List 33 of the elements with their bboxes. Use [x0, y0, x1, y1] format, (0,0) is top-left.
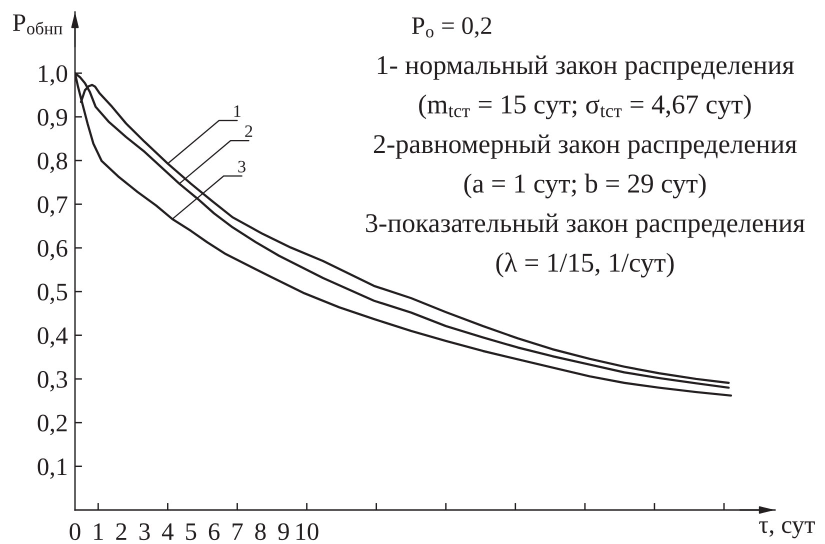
annotation: 1- нормальный закон распределения	[378, 55, 794, 80]
x-tick-label: 3	[139, 523, 150, 540]
x-tick-label: 6	[208, 523, 220, 540]
y-tick-label: 0,6	[38, 240, 68, 260]
annotation: 3-показательный закон распределения	[366, 213, 805, 238]
annotation: 2	[245, 125, 252, 137]
x-tick-label: 1	[94, 523, 103, 540]
x-axis-title: τ, сут	[759, 521, 815, 538]
x-tick-label: 0	[70, 523, 80, 540]
annotation: 2-равномерный закон распределения	[374, 134, 797, 159]
annotation: 3	[238, 160, 246, 172]
y-tick-label: 0,9	[38, 108, 68, 130]
annotation: (a = 1 сут; b = 29 сут)	[464, 174, 706, 198]
y-tick-label: 0,8	[38, 152, 68, 174]
annotation: 1	[234, 105, 240, 117]
y-tick-label: 0,5	[38, 284, 68, 304]
y-tick-label: 0,7	[38, 196, 68, 217]
y-tick-label: 0,2	[38, 414, 67, 436]
annotation: P$_{о}$ = 0,2	[412, 17, 492, 38]
y-tick-label: 0,4	[38, 327, 68, 348]
y-tick-label: 0,1	[38, 458, 67, 479]
y-tick-label: 0,3	[38, 370, 68, 392]
x-tick-label: 4	[162, 523, 174, 540]
x-tick-label: 9	[278, 523, 289, 540]
y-tick-label: 1,0	[39, 65, 68, 86]
x-tick-label: 2	[116, 523, 126, 540]
y-axis-title: P$_{обнп}$	[12, 14, 62, 34]
x-tick-label: 7	[232, 523, 243, 540]
x-tick-label: 8	[255, 523, 266, 540]
x-tick-label: 10	[296, 523, 318, 540]
annotation: (m$_{tст}$ = 15 сут; σ$_{tст}$ = 4,67 сут)	[419, 94, 751, 120]
x-tick-label: 5	[186, 523, 196, 540]
annotation: (λ = 1/15, 1/сут)	[496, 252, 674, 278]
